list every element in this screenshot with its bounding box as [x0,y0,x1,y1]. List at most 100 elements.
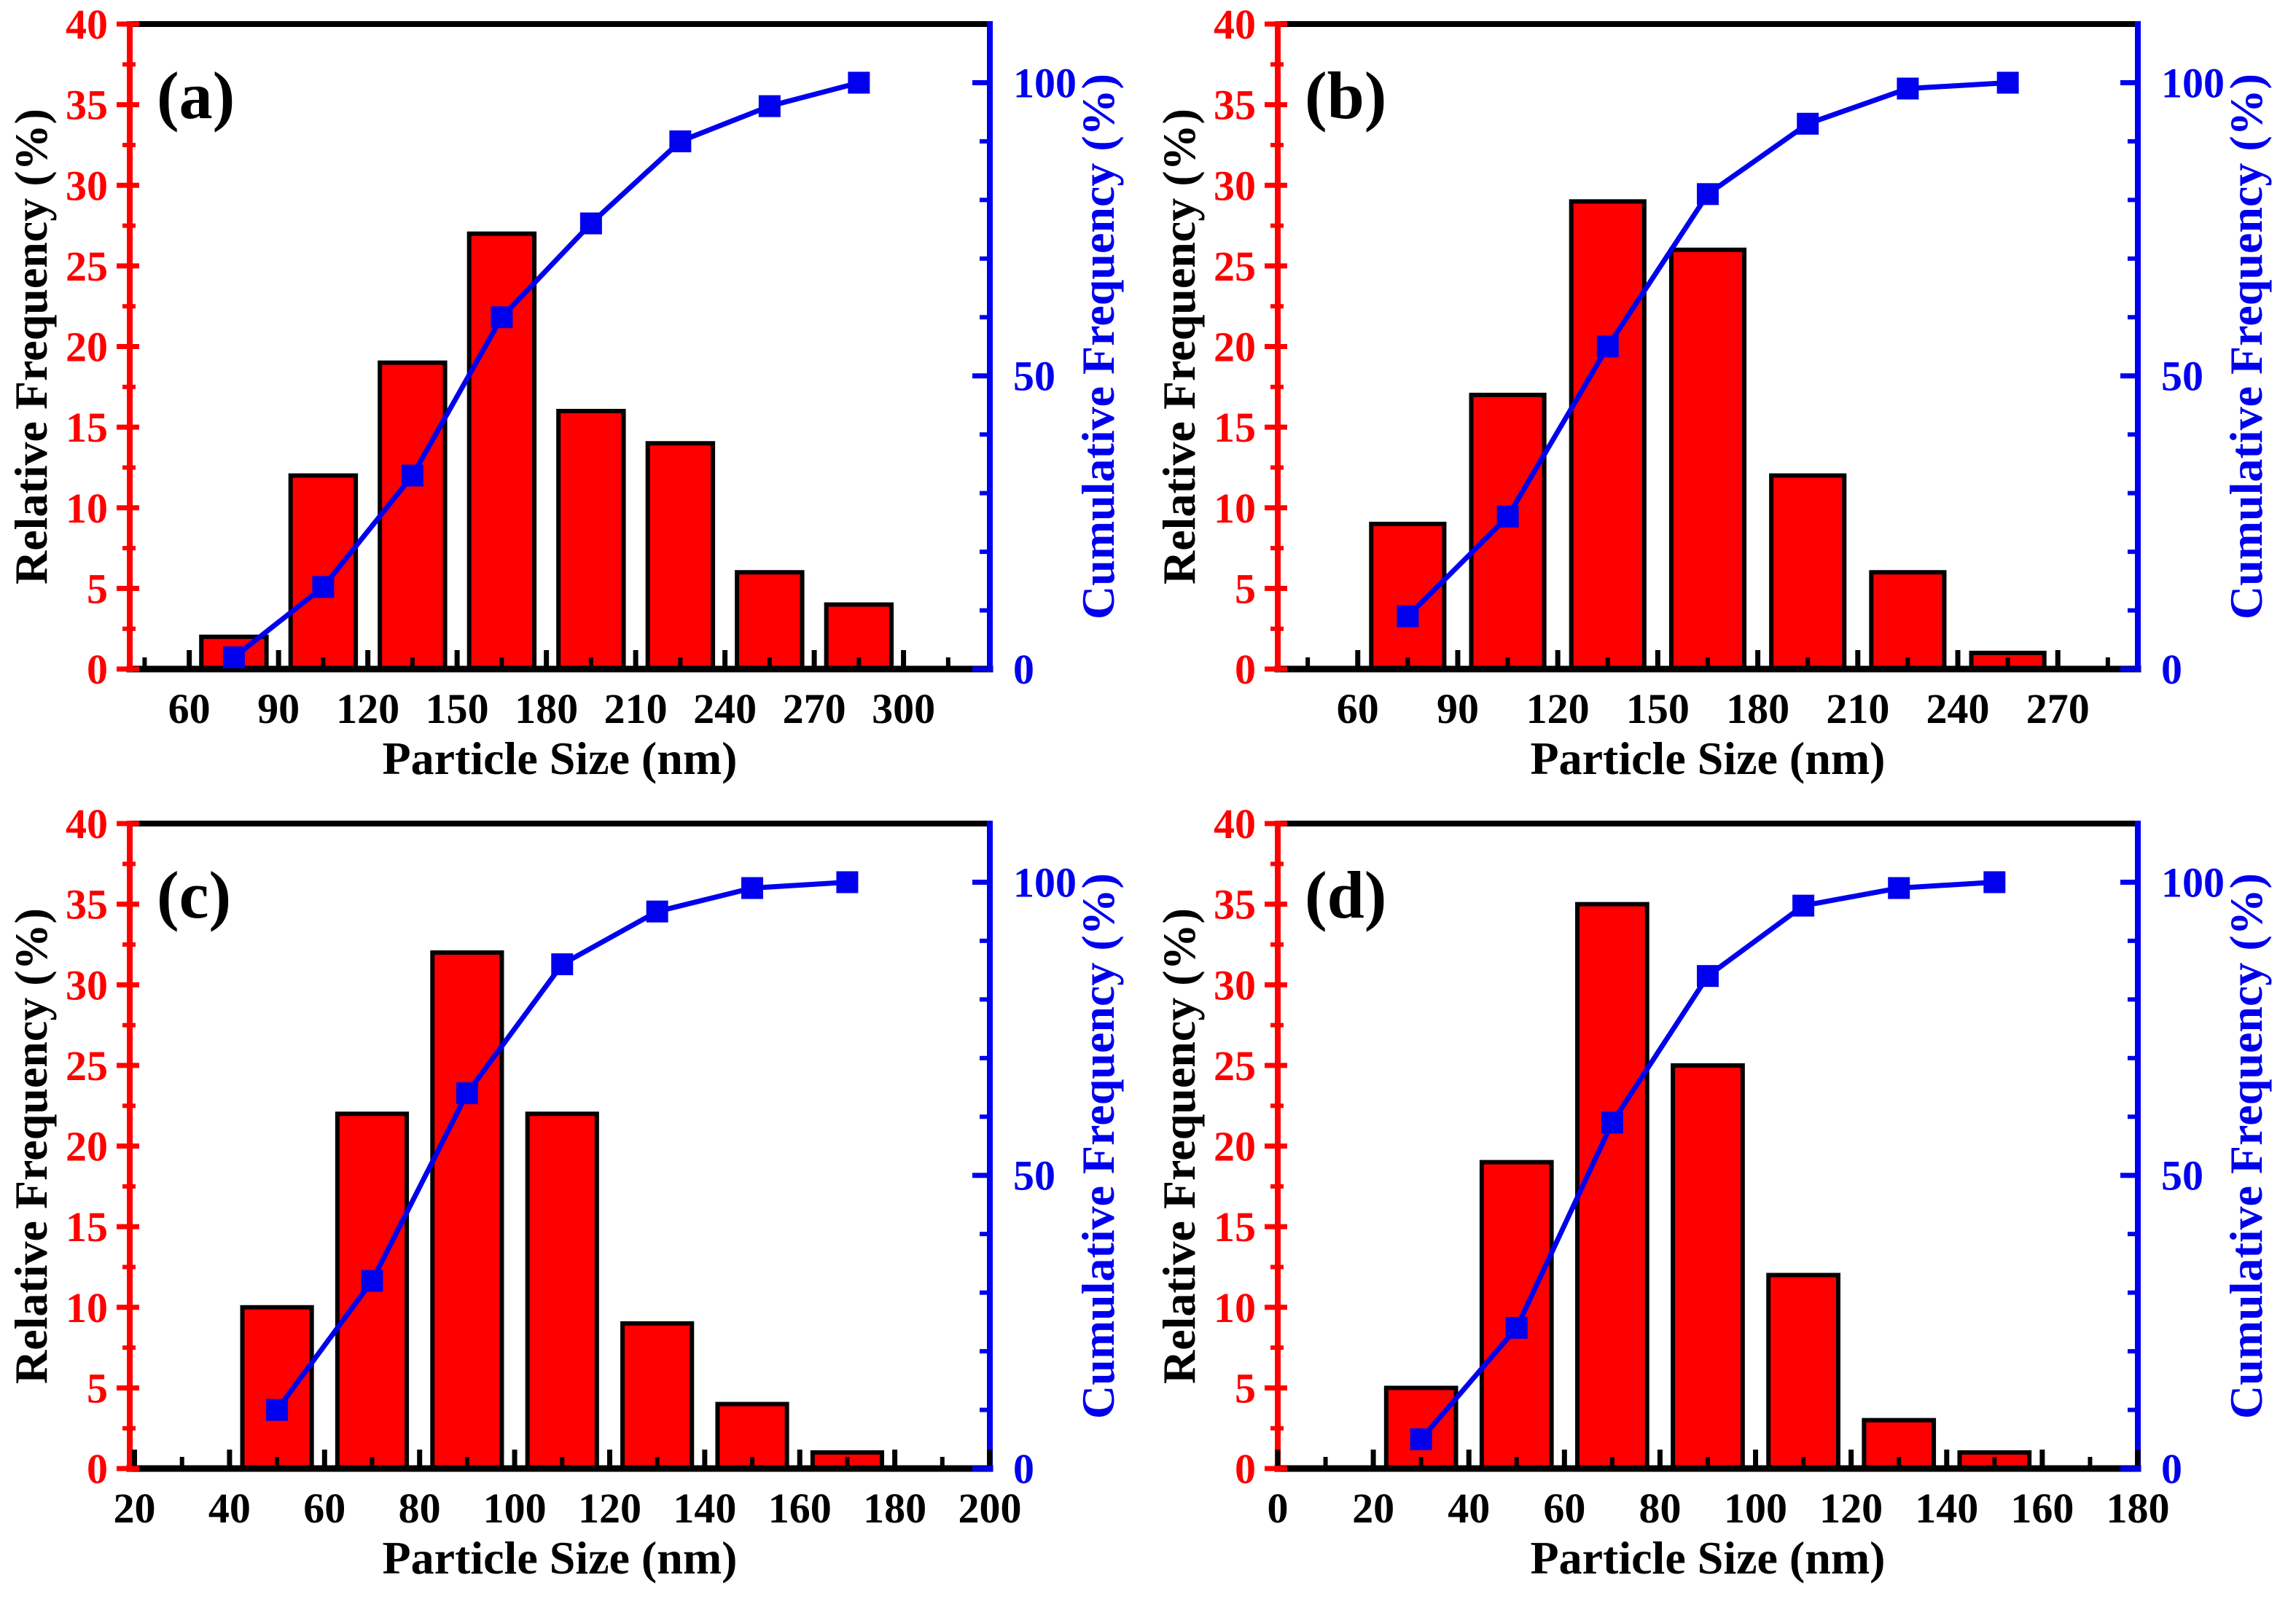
left-tick-label: 20 [66,324,108,371]
right-axis-title: Cumulative Frequency (%) [2220,74,2272,619]
x-tick-label: 270 [2026,685,2090,732]
left-y-axis: 0 5 10 15 20 25 30 35 40 Relative Frequency (%) [1153,800,1287,1493]
x-tick-label: 300 [872,685,935,732]
bar-50nm [240,1305,314,1471]
left-tick-label: 0 [1235,646,1256,693]
x-tick-label: 240 [1926,685,1990,732]
cumulative-marker-90nm [456,1082,478,1105]
bar-195nm [556,409,626,671]
right-tick-label: 100 [1013,59,1077,106]
bar-90nm [430,950,504,1471]
cumulative-marker-195nm [579,212,602,235]
bar-225nm [645,441,716,671]
right-tick-label: 50 [1013,1152,1055,1200]
x-tick-label: 150 [426,685,489,732]
left-tick-label: 0 [1235,1445,1256,1493]
cumulative-marker-135nm [401,464,423,487]
x-tick-label: 210 [604,685,668,732]
x-tick-label: 180 [1726,685,1789,732]
bar-135nm [378,360,448,671]
bar-165nm [466,231,537,671]
bar-135nm [1569,199,1647,671]
x-tick-label: 60 [1337,685,1379,732]
cumulative-marker-105nm [1496,505,1519,528]
bar-75nm [1369,521,1447,671]
right-tick-label: 0 [1013,646,1034,693]
left-tick-label: 30 [66,961,108,1009]
x-tick-label: 100 [1724,1485,1787,1532]
left-tick-label: 40 [66,1,108,48]
left-tick-label: 0 [87,646,108,693]
cumulative-marker-165nm [491,306,513,329]
right-tick-label: 50 [2161,1152,2203,1200]
left-tick-label: 40 [1214,1,1256,48]
bar-50nm [1479,1160,1554,1471]
left-tick-label: 25 [66,1042,108,1090]
x-axis: 0 20 40 60 80 100 120 140 160 180 Particle Size (n… [1268,1450,2170,1584]
left-tick-label: 35 [66,881,108,928]
cumulative-marker-110nm [551,953,574,976]
x-tick-label: 20 [1352,1485,1394,1532]
x-tick-label: 20 [114,1485,156,1532]
left-tick-label: 30 [66,162,108,209]
x-tick-label: 80 [399,1485,441,1532]
left-tick-label: 30 [1214,961,1256,1009]
left-tick-label: 25 [1214,243,1256,290]
bar-105nm [288,473,359,671]
cumulative-curve [266,871,859,1421]
left-tick-label: 35 [1214,82,1256,129]
left-tick-label: 20 [1214,324,1256,371]
panel-d: 0 20 40 60 80 100 120 140 160 180 Particle Size (n… [1148,800,2296,1599]
cumulative-curve [1397,71,2019,628]
panel-letter: (c) [157,858,231,932]
bar-255nm [735,570,805,671]
histogram-bars [240,950,885,1471]
left-tick-label: 35 [66,82,108,129]
x-tick-label: 140 [673,1485,736,1532]
x-tick-label: 180 [515,685,578,732]
left-tick-label: 10 [66,485,108,532]
x-tick-label: 0 [1268,1485,1289,1532]
x-tick-label: 60 [168,685,211,732]
cumulative-marker-255nm [758,95,781,117]
x-axis-title: Particle Size (nm) [1531,1532,1886,1584]
cumulative-curve [1410,871,2006,1450]
x-tick-label: 40 [208,1485,251,1532]
bar-130nm [620,1321,695,1471]
bar-225nm [1869,570,1947,671]
panel-a: 60 90 120 150 180 210 240 270 300 Particle Size (… [0,0,1148,800]
left-tick-label: 25 [66,243,108,290]
cumulative-marker-105nm [312,576,335,598]
left-tick-label: 20 [66,1123,108,1170]
panel-letter: (a) [157,58,235,133]
x-tick-label: 180 [863,1485,926,1532]
right-tick-label: 0 [1013,1445,1034,1493]
left-y-axis: 0 5 10 15 20 25 30 35 40 Relative Frequency (%) [5,800,139,1493]
cumulative-marker-130nm [1888,877,1910,899]
right-tick-label: 50 [2161,353,2203,400]
x-tick-label: 120 [578,1485,641,1532]
cumulative-marker-165nm [1697,183,1719,206]
x-tick-label: 120 [1819,1485,1883,1532]
x-tick-label: 160 [2010,1485,2074,1532]
bar-30nm [1383,1385,1459,1471]
x-axis-title: Particle Size (nm) [1531,732,1886,784]
histogram-bars [199,231,894,671]
left-axis-title: Relative Frequency (%) [5,109,57,585]
left-tick-label: 5 [1235,1364,1256,1412]
cumulative-marker-195nm [1797,112,1819,135]
x-tick-label: 210 [1826,685,1889,732]
histogram-bars [1383,902,2032,1471]
left-tick-label: 15 [66,404,108,451]
bar-195nm [1769,473,1847,671]
x-tick-label: 270 [783,685,846,732]
cumulative-marker-30nm [1410,1428,1432,1450]
cumulative-marker-70nm [1601,1111,1623,1134]
